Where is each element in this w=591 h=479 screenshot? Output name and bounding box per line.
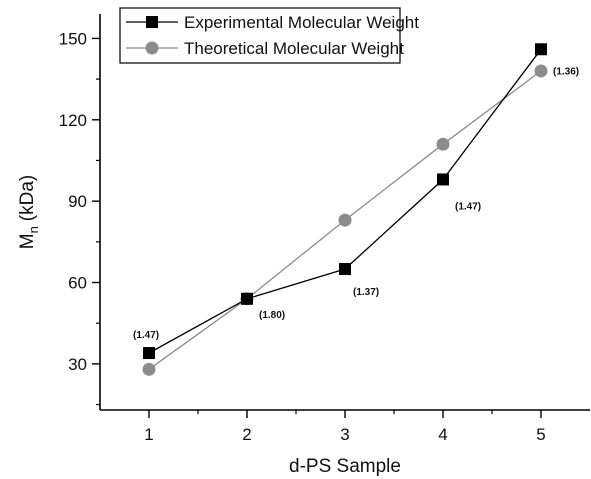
x-axis-label: d-PS Sample — [289, 456, 401, 477]
y-axis-label-main: M — [17, 233, 38, 249]
experimental-point — [437, 173, 449, 186]
y-axis-label-unit: (kDa) — [17, 175, 38, 221]
y-tick-label: 60 — [68, 274, 87, 293]
legend-item-theoretical: Theoretical Molecular Weight — [126, 39, 404, 58]
theoretical-point — [436, 137, 450, 151]
x-tick-label: 1 — [144, 425, 153, 444]
legend-marker-experimental — [146, 16, 158, 28]
y-tick-label: 150 — [59, 29, 87, 48]
theoretical-point — [534, 64, 548, 78]
experimental-point — [143, 347, 155, 360]
data-labels: (1.47) (1.80) (1.37) (1.47) (1.36) — [133, 66, 579, 341]
experimental-point — [535, 43, 547, 56]
data-label: (1.36) — [553, 66, 579, 77]
x-tick-label: 5 — [536, 425, 545, 444]
y-axis-label-subscript: n — [26, 226, 41, 233]
ticks: 1 2 3 4 5 30 60 90 120 150 — [59, 29, 546, 444]
legend-marker-theoretical — [145, 41, 159, 55]
axes — [99, 14, 590, 411]
y-tick-label: 120 — [59, 111, 87, 130]
data-label: (1.47) — [455, 201, 481, 212]
data-label: (1.37) — [353, 287, 379, 298]
y-axis-label: Mn (kDa) — [17, 175, 41, 250]
theoretical-point — [338, 213, 352, 227]
x-tick-label: 3 — [340, 425, 349, 444]
y-tick-label: 90 — [68, 192, 87, 211]
legend-item-experimental: Experimental Molecular Weight — [126, 13, 419, 32]
legend-label-experimental: Experimental Molecular Weight — [184, 13, 419, 32]
x-tick-label: 4 — [438, 425, 447, 444]
series-lines — [148, 48, 542, 370]
experimental-point — [339, 262, 351, 275]
series-markers — [142, 43, 548, 376]
theoretical-point — [142, 362, 156, 376]
experimental-point — [241, 292, 253, 305]
legend-box — [119, 7, 401, 64]
series-line-experimental — [148, 48, 542, 354]
legend: Experimental Molecular Weight Theoretica… — [119, 7, 419, 64]
data-label: (1.47) — [133, 330, 159, 341]
y-tick-label: 30 — [68, 355, 87, 374]
legend-label-theoretical: Theoretical Molecular Weight — [184, 39, 404, 58]
data-label: (1.80) — [259, 310, 285, 321]
x-tick-label: 2 — [242, 425, 251, 444]
